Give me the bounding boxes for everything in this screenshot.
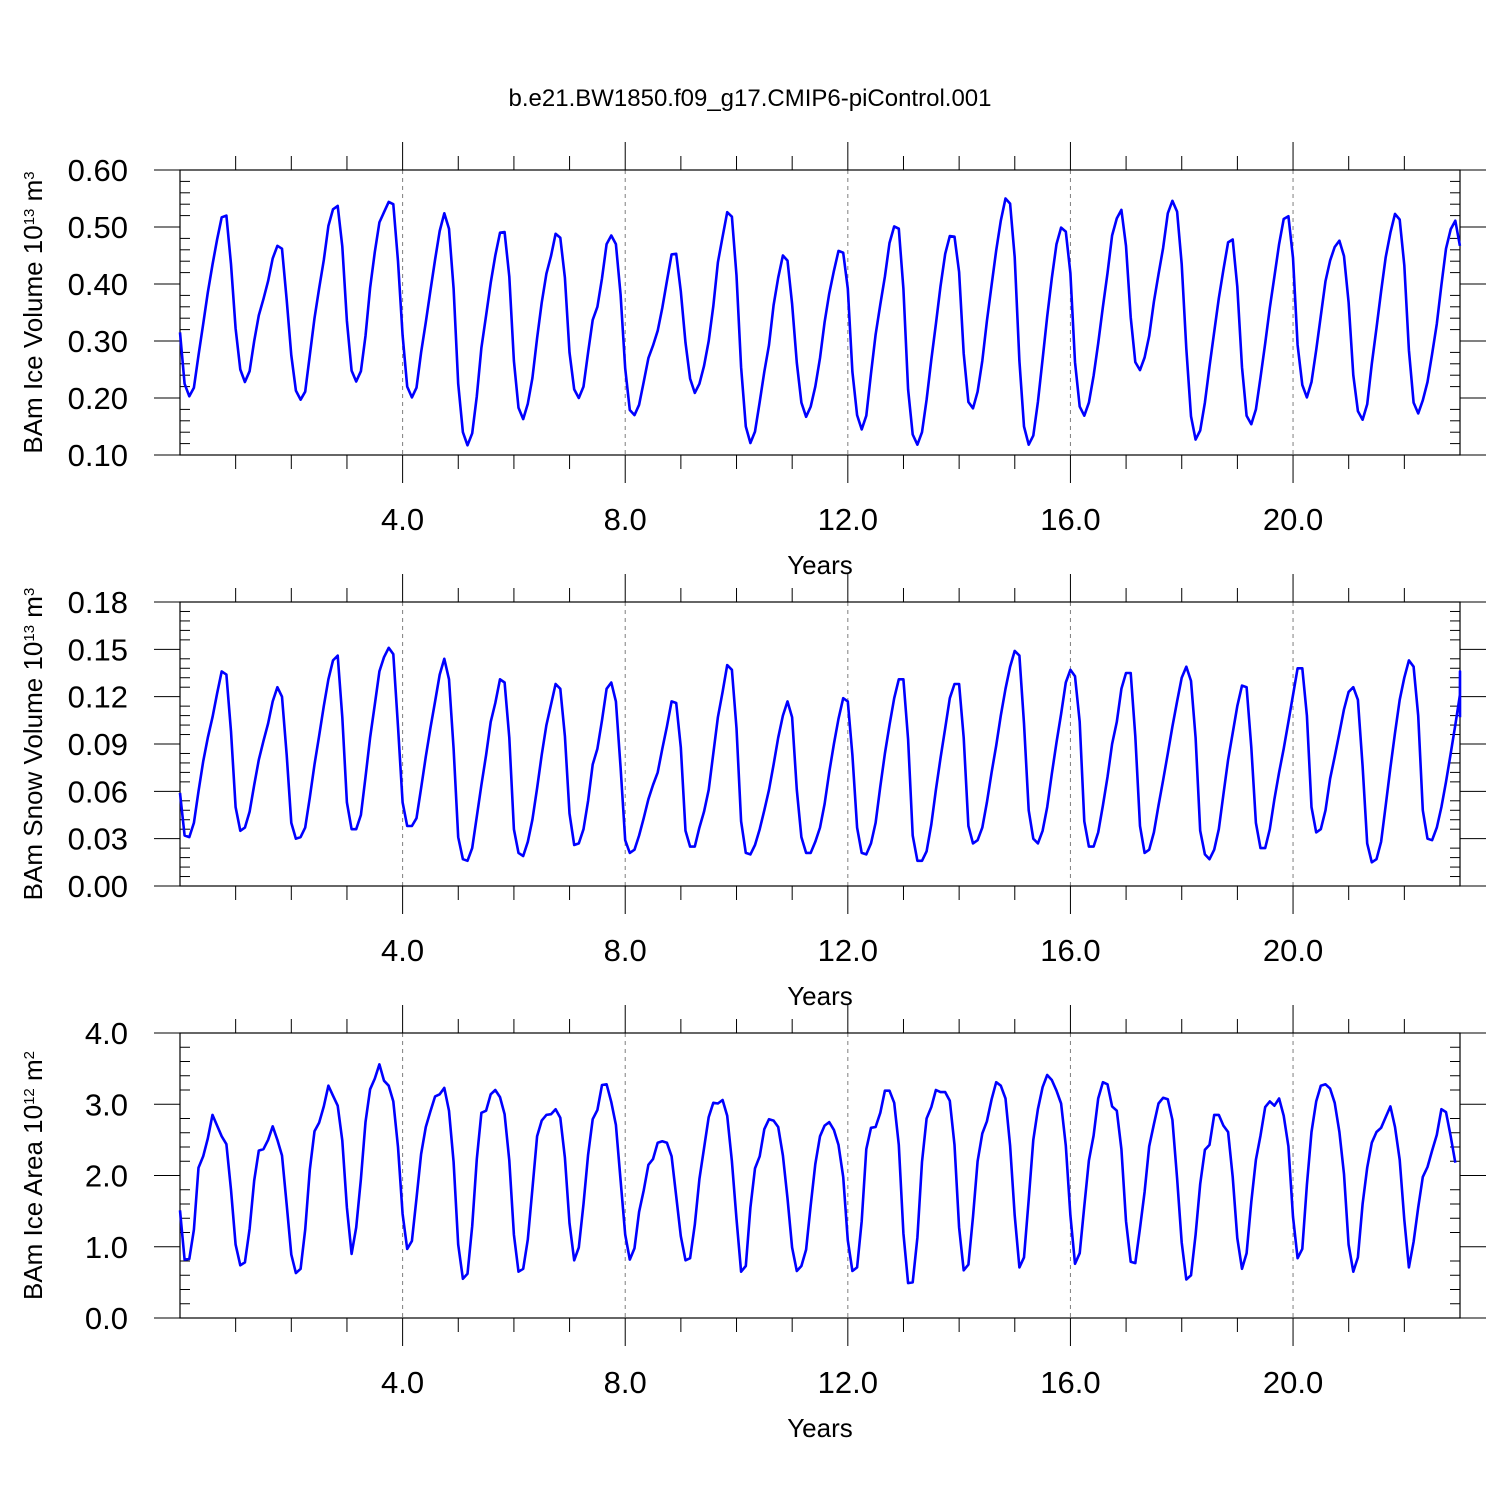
x-tick-label: 20.0 [1263, 502, 1323, 537]
x-axis-label: Years [787, 1413, 853, 1443]
y-tick-label: 0.50 [68, 210, 128, 245]
series-line [178, 197, 1462, 447]
figure-title: b.e21.BW1850.f09_g17.CMIP6-piControl.001 [509, 85, 992, 112]
x-axis-label: Years [787, 981, 853, 1011]
x-tick-label: 4.0 [381, 933, 424, 968]
y-axis-label: BAm Ice Volume 1013 m3 [18, 171, 48, 453]
y-axis-label: BAm Snow Volume 1013 m3 [18, 588, 48, 901]
x-tick-label: 12.0 [818, 1365, 878, 1400]
x-tick-label: 12.0 [818, 502, 878, 537]
y-tick-label: 0.18 [68, 585, 128, 620]
x-axis-label: Years [787, 550, 853, 580]
y-tick-label: 0.10 [68, 438, 128, 473]
x-tick-label: 4.0 [381, 1365, 424, 1400]
y-tick-label: 0.03 [68, 822, 128, 857]
x-tick-label: 12.0 [818, 933, 878, 968]
x-tick-label: 16.0 [1040, 1365, 1100, 1400]
y-tick-label: 0.30 [68, 324, 128, 359]
x-tick-label: 16.0 [1040, 933, 1100, 968]
y-tick-label: 0.40 [68, 267, 128, 302]
y-tick-label: 0.12 [68, 680, 128, 715]
series-line [178, 646, 1462, 864]
y-tick-label: 0.60 [68, 153, 128, 188]
y-tick-label: 0.06 [68, 774, 128, 809]
y-tick-label: 3.0 [85, 1087, 128, 1122]
y-tick-label: 0.0 [85, 1301, 128, 1336]
plot-frame [179, 601, 1461, 887]
y-tick-label: 4.0 [85, 1016, 128, 1051]
y-tick-label: 0.00 [68, 869, 128, 904]
y-tick-label: 0.15 [68, 632, 128, 667]
x-tick-label: 8.0 [604, 502, 647, 537]
y-tick-label: 1.0 [85, 1230, 128, 1265]
x-tick-label: 20.0 [1263, 933, 1323, 968]
y-tick-label: 2.0 [85, 1159, 128, 1194]
x-tick-label: 4.0 [381, 502, 424, 537]
ice-area-panel: 4.0 8.0 12.0 16.0 20.0 Years 0.0 1.0 2.0 3.0 4.0 BA… [18, 1005, 1486, 1443]
ice-volume-panel: 4.0 8.0 12.0 16.0 20.0 Years 0.10 0.20 0.30 0.40 0… [18, 142, 1486, 580]
y-tick-label: 0.20 [68, 381, 128, 416]
x-tick-label: 8.0 [604, 933, 647, 968]
x-tick-label: 20.0 [1263, 1365, 1323, 1400]
snow-volume-panel: 4.0 8.0 12.0 16.0 20.0 Years 0.00 0.03 0.06 0.09 0… [18, 574, 1486, 1011]
plot-frame [179, 1032, 1461, 1319]
x-tick-label: 8.0 [604, 1365, 647, 1400]
y-tick-label: 0.09 [68, 727, 128, 762]
x-tick-label: 16.0 [1040, 502, 1100, 537]
y-axis-label: BAm Ice Area 1012 m2 [18, 1051, 48, 1300]
plot-frame [179, 169, 1461, 456]
series-line [178, 1063, 1457, 1285]
